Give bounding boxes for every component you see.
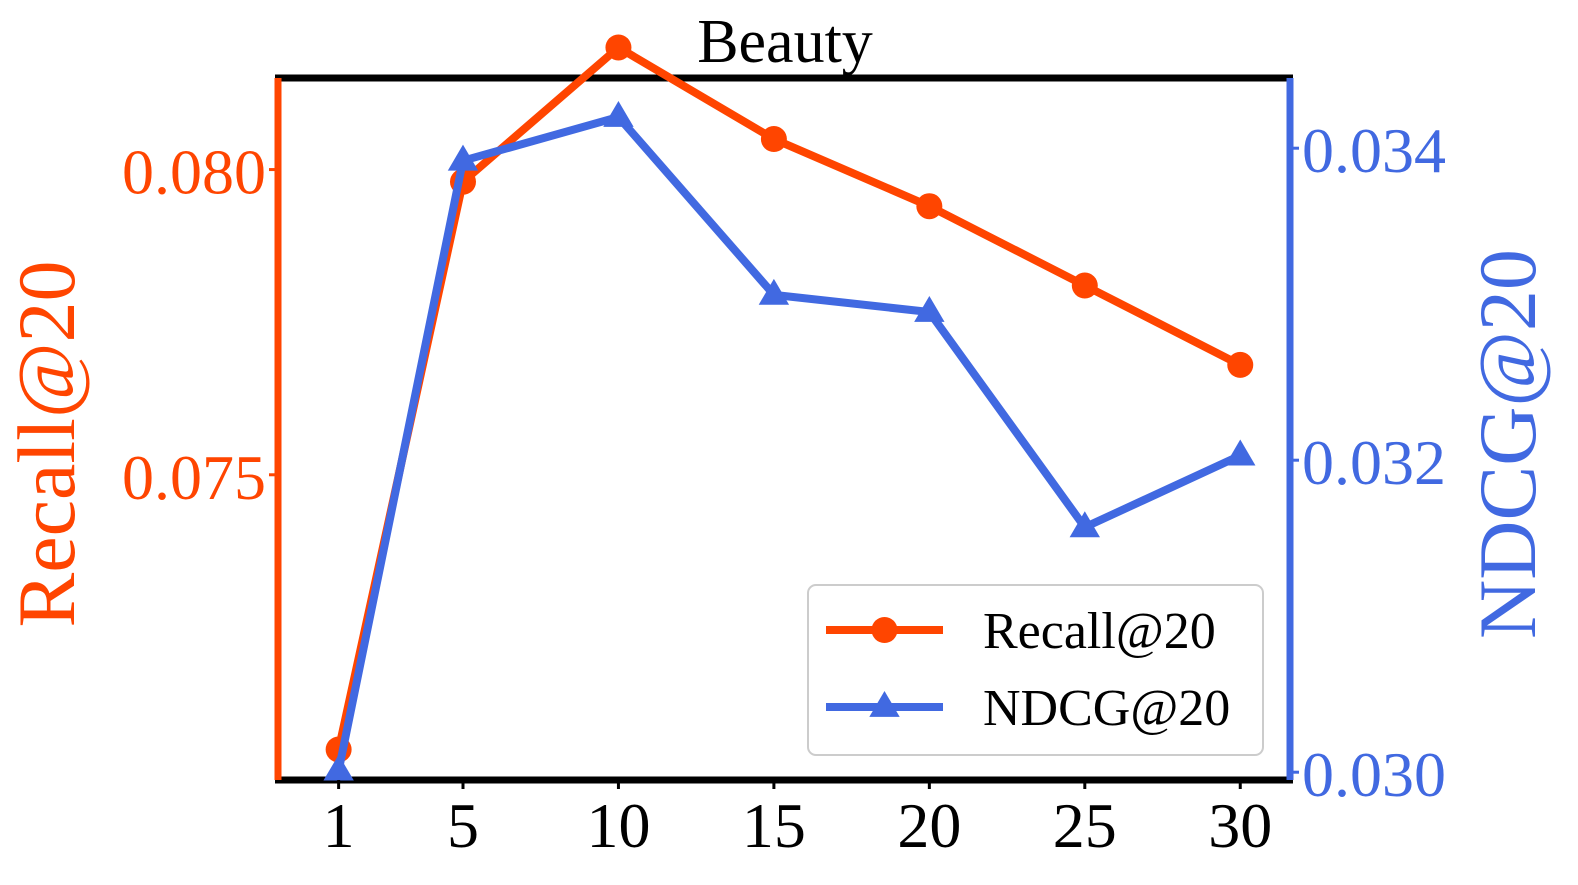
x-tick-label: 30 bbox=[1208, 790, 1272, 861]
recall-20-point bbox=[760, 126, 787, 153]
axes-frame bbox=[274, 74, 1294, 784]
y-left-tick-label: 0.080 bbox=[122, 137, 266, 208]
recall-20-point bbox=[916, 193, 943, 220]
y-axis-left-label: Recall@20 bbox=[1, 261, 92, 628]
legend-label: Recall@20 bbox=[983, 603, 1216, 660]
y-axis-right-label: NDCG@20 bbox=[1462, 249, 1553, 639]
ndcg-20-point bbox=[447, 144, 479, 171]
recall-20-point bbox=[605, 34, 632, 61]
recall-20-point bbox=[1227, 351, 1254, 378]
x-tick-label: 20 bbox=[897, 790, 961, 861]
y-left-tick-label: 0.075 bbox=[122, 442, 266, 513]
legend-swatch-marker bbox=[869, 691, 900, 717]
legend: Recall@20 NDCG@20 bbox=[807, 584, 1264, 756]
ndcg-20-point bbox=[1225, 439, 1256, 466]
y-right-tick-label: 0.034 bbox=[1302, 115, 1446, 186]
ndcg-20-point bbox=[323, 754, 354, 781]
ndcg-20-point bbox=[914, 296, 945, 322]
x-tick-label: 1 bbox=[323, 790, 355, 861]
y-right-tick-label: 0.030 bbox=[1302, 739, 1446, 810]
chart-title: Beauty bbox=[697, 8, 873, 76]
ndcg-20-point bbox=[603, 101, 634, 127]
x-tick-label: 10 bbox=[586, 790, 650, 861]
legend-swatch-marker bbox=[871, 617, 898, 643]
recall-20-point bbox=[1071, 272, 1098, 299]
y-right-tick-label: 0.032 bbox=[1302, 427, 1446, 498]
legend-label: NDCG@20 bbox=[983, 680, 1230, 737]
ndcg-20-point bbox=[758, 278, 790, 305]
series-layer bbox=[323, 34, 1256, 781]
x-tick-label: 25 bbox=[1053, 790, 1117, 861]
x-tick-label: 5 bbox=[447, 790, 479, 861]
ndcg-20-point bbox=[1069, 511, 1101, 538]
x-tick-label: 15 bbox=[742, 790, 806, 861]
